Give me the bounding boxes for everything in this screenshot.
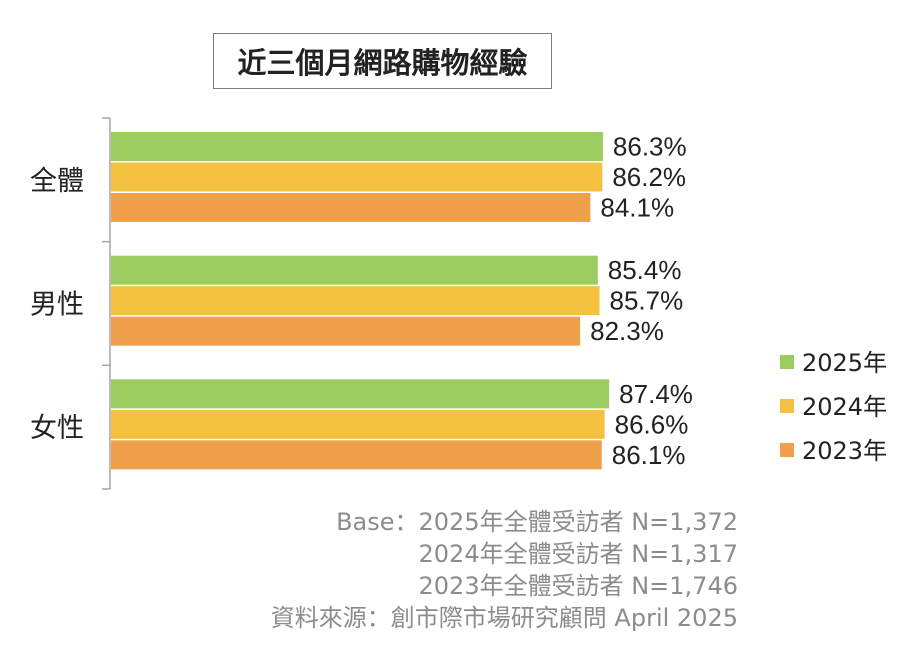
value-label: 82.3% <box>590 316 664 346</box>
legend-swatch <box>780 443 794 457</box>
legend-swatch <box>780 399 794 413</box>
bar <box>111 255 598 285</box>
value-label: 85.4% <box>608 255 682 285</box>
footnote-base-2023: 2023年全體受訪者 N=1,746 <box>418 572 738 600</box>
chart-title: 近三個月網路購物經驗 <box>213 33 552 89</box>
category-label: 女性 <box>30 413 84 444</box>
footnote-base-2024: 2024年全體受訪者 N=1,317 <box>418 540 738 568</box>
footnotes: Base：2025年全體受訪者 N=1,372 2024年全體受訪者 N=1,3… <box>271 506 738 634</box>
legend-label: 2023年 <box>802 437 887 465</box>
value-label: 86.3% <box>613 132 687 162</box>
bar <box>111 162 603 192</box>
value-label: 84.1% <box>600 193 674 223</box>
bar <box>111 132 603 161</box>
legend-swatch <box>780 355 794 369</box>
bar <box>111 316 581 346</box>
bar <box>111 440 602 470</box>
category-label: 男性 <box>30 290 84 321</box>
value-label: 86.6% <box>615 409 689 439</box>
bar <box>111 379 610 409</box>
value-labels: 86.3%86.2%84.1% 85.4%85.7%82.3% 87.4%86.6%… <box>590 132 693 470</box>
footnote-source: 資料來源：創市際市場研究顧問 April 2025 <box>270 604 738 632</box>
value-label: 86.1% <box>612 440 686 470</box>
footnote-base-2025: Base：2025年全體受訪者 N=1,372 <box>336 508 738 536</box>
category-label: 全體 <box>30 166 84 197</box>
legend-label: 2025年 <box>802 349 887 377</box>
legend: 2025年 2024年 2023年 <box>780 349 887 465</box>
bar <box>111 286 600 316</box>
bar <box>111 409 605 439</box>
value-label: 86.2% <box>612 162 686 192</box>
category-axis-ticks <box>102 117 110 490</box>
bar <box>111 193 591 222</box>
bars <box>111 132 610 470</box>
legend-label: 2024年 <box>802 393 887 421</box>
value-label: 87.4% <box>619 379 693 409</box>
value-label: 85.7% <box>609 286 683 316</box>
